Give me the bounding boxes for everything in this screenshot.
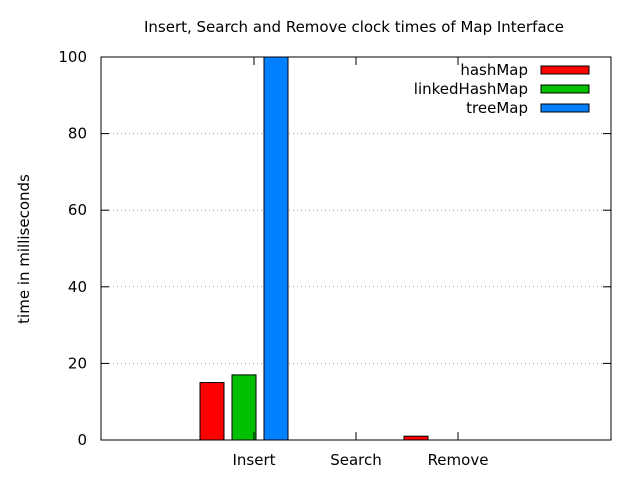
x-tick-label: Remove: [428, 451, 489, 469]
y-tick-label: 40: [68, 278, 87, 296]
bars: [199, 56, 429, 441]
legend-swatch: [540, 84, 590, 94]
y-tick-label: 60: [68, 201, 87, 219]
y-tick-label: 20: [68, 354, 87, 372]
legend-swatch: [540, 65, 590, 75]
y-tick-label: 0: [77, 431, 87, 449]
axis-ticks: 0 20 40 60 80 100 Insert Search Remove: [58, 48, 611, 469]
legend-label: treeMap: [466, 99, 528, 117]
bar-treeMap: [263, 56, 289, 441]
legend-label: linkedHashMap: [414, 80, 528, 98]
legend-label: hashMap: [460, 61, 528, 79]
bar-hashMap: [199, 382, 225, 441]
legend-swatch: [540, 103, 590, 113]
y-tick-label: 80: [68, 125, 87, 143]
chart-title: Insert, Search and Remove clock times of…: [144, 18, 564, 36]
y-axis-label: time in milliseconds: [15, 174, 33, 324]
x-tick-label: Search: [330, 451, 382, 469]
bar-linkedHashMap: [231, 374, 257, 441]
y-tick-label: 100: [58, 48, 87, 66]
x-tick-label: Insert: [232, 451, 275, 469]
grid-lines: [101, 133, 611, 364]
plot-frame: [100, 56, 612, 441]
bar-hashMap: [403, 435, 429, 441]
